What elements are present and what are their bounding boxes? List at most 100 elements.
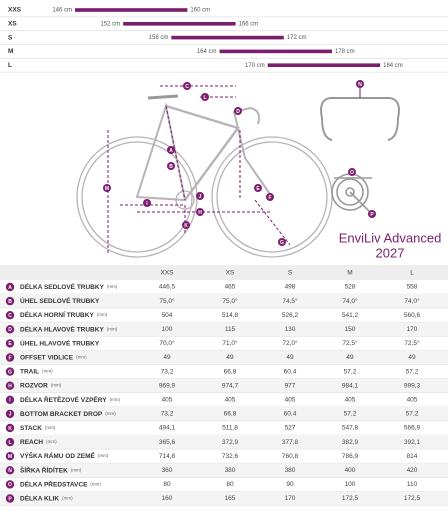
cell-value: 49: [226, 354, 234, 361]
cell-value: 75,0°: [159, 297, 175, 305]
cell-value: 999,3: [404, 382, 421, 389]
row-key: A: [8, 285, 12, 291]
range-from: 164 cm: [197, 49, 217, 55]
row-name-text: TRAIL: [20, 368, 39, 375]
row-name: DÉLKA SEDLOVÉ TRUBKY (mm): [20, 282, 118, 291]
cell-value: 57,2: [344, 368, 357, 375]
diagram-marker: [167, 146, 175, 154]
row-bg: [0, 378, 448, 393]
cell-value: 446,5: [159, 284, 176, 291]
row-bg: [0, 350, 448, 365]
row-marker: [5, 311, 15, 320]
row-unit: (mm): [90, 482, 101, 487]
row-name: DÉLKA HLAVOVÉ TRUBKY (mm): [20, 324, 118, 333]
row-key: O: [8, 482, 12, 488]
cell-value: 405: [162, 397, 173, 404]
row-bg: [0, 463, 448, 478]
cell-value: 511,8: [222, 425, 238, 432]
cell-value: 60,4: [284, 368, 297, 375]
cell-value: 172,5: [404, 495, 421, 502]
dimension-lines: [107, 85, 291, 255]
diagram-marker: [234, 107, 242, 115]
diagram-letter: L: [203, 95, 206, 101]
row-unit: (mm): [98, 453, 109, 458]
cell-value: 372,9: [222, 439, 239, 446]
cell-value: 49: [286, 354, 294, 361]
diagram-marker: [278, 238, 286, 246]
cell-value: 377,8: [282, 439, 299, 446]
cell-value: 57,2: [406, 368, 419, 375]
height-range-bar: [75, 8, 188, 12]
cell-value: 100: [162, 326, 173, 333]
model-name: EnviLiv Advanced: [339, 230, 442, 245]
row-unit: (mm): [46, 439, 57, 444]
cell-value: 130: [285, 326, 296, 333]
diagram-letter: D: [236, 109, 240, 115]
cell-value: 405: [345, 397, 356, 404]
row-name-text: DÉLKA HORNÍ TRUBKY: [20, 310, 94, 319]
diagram-letter: F: [268, 195, 271, 201]
cell-value: 74,5°: [282, 297, 298, 305]
diagram-marker: [183, 82, 191, 90]
row-bg: [0, 294, 448, 309]
row-name: ÚHEL SEDLOVÉ TRUBKY: [20, 296, 100, 305]
row-bg: [0, 435, 448, 450]
row-name: STACK (mm): [20, 425, 56, 432]
row-marker: [5, 480, 15, 489]
cell-value: 420: [407, 467, 418, 474]
table-header-bg: [0, 265, 448, 280]
cell-value: 969,9: [159, 382, 176, 389]
diagram-letter: I: [146, 201, 148, 207]
row-bg: [0, 406, 448, 421]
range-to: 178 cm: [335, 49, 355, 55]
row-key: N: [8, 468, 12, 474]
range-to: 166 cm: [239, 21, 259, 27]
cell-value: 80: [163, 481, 171, 488]
cell-value: 547,8: [342, 425, 359, 432]
cell-value: 392,1: [404, 439, 421, 446]
row-name-text: ROZVOR: [20, 382, 48, 389]
diagram-letter: P: [370, 212, 374, 218]
row-marker: [5, 423, 15, 433]
row-marker: [5, 452, 15, 461]
row-key: D: [8, 327, 12, 333]
row-key: J: [9, 412, 12, 418]
row-marker: [5, 494, 15, 503]
range-to: 184 cm: [383, 63, 403, 69]
row-key: C: [8, 313, 12, 319]
row-unit: (mm): [76, 355, 87, 360]
row-name-text: BOTTOM BRACKET DROP: [20, 411, 103, 418]
size-label: M: [8, 48, 13, 55]
range-to: 160 cm: [190, 8, 210, 14]
size-label: XS: [8, 21, 17, 28]
row-marker: [5, 381, 15, 390]
row-bg: [0, 322, 448, 337]
diagram-letter: B: [169, 164, 173, 170]
diagram-letter: A: [169, 148, 173, 154]
row-name-text: ÚHEL HLAVOVÉ TRUBKY: [20, 338, 100, 347]
row-name: DÉLKA PŘEDSTAVCE (mm): [20, 479, 101, 488]
crank-drawing: [331, 173, 373, 215]
row-marker: [5, 325, 15, 334]
diagram-marker: [167, 162, 175, 170]
row-name-text: DÉLKA KLIK: [20, 493, 59, 502]
cell-value: 382,9: [342, 439, 359, 446]
cell-value: 160: [162, 495, 173, 502]
cell-value: 110: [407, 481, 418, 488]
cell-value: 73,2: [161, 411, 174, 418]
diagram-letter: C: [185, 84, 189, 90]
row-unit: (mm): [62, 496, 73, 501]
cell-value: 74,0°: [404, 297, 420, 305]
row-name-text: REACH: [20, 439, 43, 446]
row-key: K: [8, 426, 12, 432]
size-label: XXS: [8, 7, 22, 14]
cell-value: 560,6: [404, 312, 421, 319]
row-name: OFFSET VIDLICE (mm): [20, 354, 87, 361]
range-to: 172 cm: [287, 35, 307, 41]
row-unit: (mm): [71, 467, 82, 472]
cell-value: 60,4: [284, 411, 297, 418]
column-header: XXS: [160, 270, 174, 277]
row-name: REACH (mm): [20, 439, 57, 446]
cell-value: 72,5°: [342, 339, 358, 347]
